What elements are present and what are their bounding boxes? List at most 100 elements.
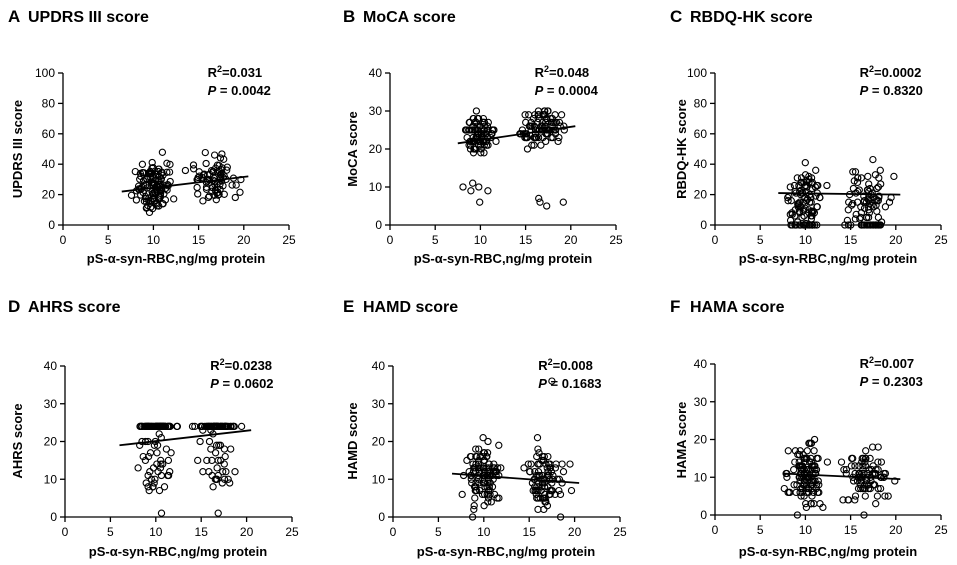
r-squared-value: 0.048 [557, 65, 590, 80]
data-point [877, 458, 886, 466]
data-point [849, 477, 858, 485]
data-point [807, 500, 815, 508]
data-point [868, 443, 877, 451]
data-point [536, 471, 544, 480]
data-point [469, 460, 477, 468]
data-point [220, 445, 229, 453]
data-point [535, 483, 543, 491]
data-point [874, 213, 883, 222]
x-tick-label: 0 [60, 233, 67, 247]
data-point [860, 197, 869, 205]
data-point [790, 481, 798, 489]
data-point [784, 447, 792, 455]
data-point [228, 181, 236, 189]
data-point [796, 488, 804, 497]
panel-e: E HAMD score 0 5 10 15 20 25 0 10 20 30 40 pS-α-syn-R… [343, 297, 627, 559]
data-point [791, 447, 800, 455]
data-point [795, 462, 803, 470]
data-point [534, 114, 542, 123]
data-point [205, 468, 213, 476]
data-point [800, 477, 808, 485]
data-point [546, 464, 554, 472]
data-point [842, 466, 851, 474]
data-point [472, 460, 480, 468]
data-point [484, 468, 492, 476]
data-point [849, 184, 858, 193]
x-tick-label: 25 [613, 525, 627, 539]
data-point [199, 197, 207, 205]
p-value-value: 0.8320 [883, 83, 923, 98]
data-point [476, 452, 484, 461]
data-point [473, 126, 481, 134]
r-squared: R2=0.0002 [860, 64, 922, 80]
data-point [865, 466, 873, 474]
data-point [802, 500, 810, 508]
data-point [483, 126, 492, 134]
data-point [555, 118, 564, 127]
data-point [214, 456, 222, 465]
data-point [150, 479, 158, 487]
panel-title: UPDRS III score [28, 9, 149, 26]
data-point [851, 462, 859, 470]
data-point [538, 452, 547, 461]
y-tick-label: 20 [44, 435, 58, 449]
data-point [482, 141, 491, 149]
y-tick-label: 0 [50, 510, 57, 524]
y-tick-label: 100 [687, 66, 707, 80]
data-point [139, 169, 147, 177]
data-point [868, 189, 876, 197]
data-point [154, 195, 162, 203]
data-point [566, 460, 574, 468]
panel-title: MoCA score [363, 9, 456, 26]
data-point [556, 513, 565, 521]
data-point [801, 171, 810, 179]
x-tick-label: 15 [192, 233, 206, 247]
data-point [533, 434, 542, 442]
y-tick-label: 60 [42, 127, 56, 141]
data-point [536, 494, 544, 502]
data-point [873, 492, 882, 500]
data-point [534, 460, 542, 468]
data-point [873, 184, 881, 193]
data-point [144, 483, 152, 491]
data-point [471, 483, 479, 491]
data-point [232, 181, 240, 189]
scatter-points [784, 155, 898, 229]
x-tick-label: 20 [889, 233, 903, 247]
y-tick-label: 40 [44, 359, 58, 373]
data-point [539, 111, 547, 119]
data-point [170, 195, 178, 203]
p-value-value: 0.1683 [562, 376, 602, 391]
data-point [471, 494, 479, 502]
x-tick-label: 0 [712, 523, 719, 537]
x-tick-label: 20 [568, 525, 582, 539]
data-point [814, 181, 822, 190]
r-squared: R2=0.007 [860, 355, 915, 371]
data-point [816, 500, 824, 508]
y-tick-label: 30 [372, 397, 386, 411]
data-point [470, 505, 478, 514]
x-tick-label: 0 [387, 233, 394, 247]
data-point [142, 479, 150, 487]
data-point [220, 475, 229, 483]
data-point [786, 216, 795, 225]
data-point [143, 174, 151, 183]
data-point [194, 190, 202, 198]
y-tick-label: 40 [694, 157, 708, 171]
data-point [542, 137, 550, 146]
data-point [534, 133, 543, 142]
regression-line [121, 175, 249, 193]
data-point [484, 498, 492, 506]
x-axis-label: pS-α-syn-RBC,ng/mg protein [87, 251, 265, 266]
data-point [194, 173, 202, 182]
data-point [472, 445, 480, 453]
y-axis-label: HAMD score [345, 402, 360, 479]
data-point [807, 215, 816, 223]
data-point [532, 133, 541, 142]
y-tick-label: 60 [694, 127, 708, 141]
x-axis-label: pS-α-syn-RBC,ng/mg protein [739, 251, 917, 266]
data-point [156, 191, 165, 199]
data-point [475, 183, 483, 191]
data-point [788, 209, 796, 217]
